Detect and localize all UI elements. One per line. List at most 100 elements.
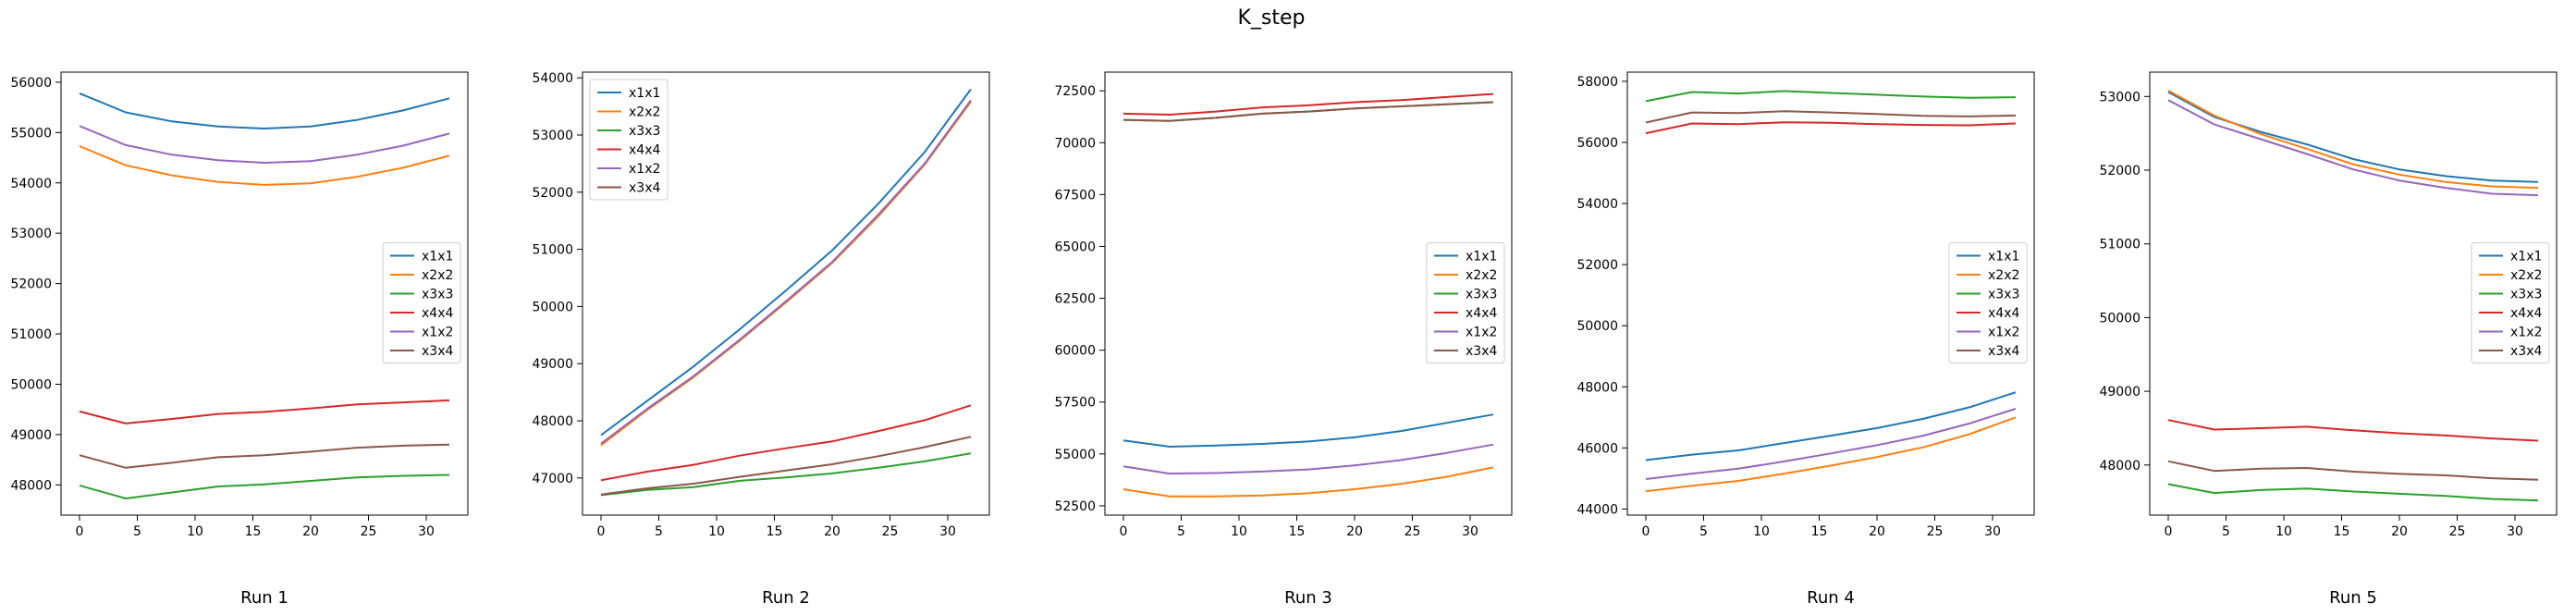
y-tick-label: 55000 [10,126,52,141]
subplot-run-3: 0 5 10 15 20 25 30 52500 55000 57500 60000 62500 650… [1054,71,1513,608]
legend-label-x4x4: x4x4 [1466,306,1497,321]
legend-label-x1x1: x1x1 [1988,250,2019,264]
x-tick-label: 15 [1811,524,1828,539]
x-tick-label: 30 [418,524,435,539]
y-tick-label: 52000 [10,277,52,292]
y-tick-label: 53000 [2099,90,2141,105]
legend-box [2471,242,2550,363]
legend-label-x1x1: x1x1 [1466,250,1497,264]
x-tick-label: 0 [76,524,84,539]
series-line-x2x2 [1645,416,2017,493]
series-line-x4x4 [79,399,450,424]
y-tick-label: 56000 [10,76,52,91]
x-tick-label: 0 [2165,524,2173,539]
figure-title: K_step [1237,6,1305,30]
y-tick-label: 48000 [2099,459,2141,474]
y-tick-label: 58000 [1576,75,1618,90]
y-tick-label: 52000 [1576,258,1618,273]
legend-label-x3x4: x3x4 [2510,344,2542,359]
legend-label-x1x1: x1x1 [2510,250,2542,264]
x-axis-label: Run 3 [1284,588,1332,608]
x-tick-label: 10 [1753,524,1770,539]
x-tick-label: 5 [2222,524,2230,539]
y-tick-label: 51000 [2099,238,2141,252]
x-tick-label: 0 [1120,524,1128,539]
y-tick-label: 52000 [532,186,573,201]
series-line-x1x2 [1122,443,1494,475]
subplot-run-5: 0 5 10 15 20 25 30 48000 49000 50000 51000 52000 530… [2099,71,2558,608]
x-tick-label: 10 [187,524,203,539]
series-line-x3x4 [1645,110,2017,124]
series-line-x2x2 [79,145,450,186]
y-tick-label: 65000 [1054,240,1096,254]
y-tick-label: 53000 [532,129,573,143]
legend-label-x3x3: x3x3 [422,288,453,302]
x-tick-label: 20 [2391,524,2408,539]
y-tick-label: 57500 [1054,396,1096,411]
legend-label-x4x4: x4x4 [629,143,660,158]
x-tick-label: 20 [302,524,319,539]
y-tick-label: 56000 [1576,136,1618,151]
legend-label-x1x2: x1x2 [422,326,453,340]
legend-label-x3x4: x3x4 [1466,344,1497,359]
y-tick-label: 54000 [10,177,52,191]
series-line-x3x4 [79,443,450,469]
x-tick-label: 30 [1984,524,2001,539]
x-axis-label: Run 2 [762,588,810,608]
series-line-x3x3 [79,474,450,499]
y-tick-label: 52500 [1054,499,1096,514]
series-line-x1x2 [79,125,450,164]
series-line-x3x3 [600,452,972,497]
y-tick-label: 67500 [1054,188,1096,203]
x-tick-label: 30 [1462,524,1478,539]
y-tick-label: 48000 [1576,380,1618,395]
series-line-x4x4 [600,404,972,482]
series-line-x4x4 [1122,92,1494,116]
y-tick-label: 60000 [1054,344,1096,359]
legend-label-x1x2: x1x2 [629,162,660,177]
axes-frame [60,71,469,516]
x-tick-label: 25 [1927,524,1944,539]
series-line-x3x3 [2167,483,2539,502]
legend-box [1426,242,1505,363]
x-axis-label: Run 1 [240,588,288,608]
x-tick-label: 10 [1231,524,1247,539]
axes-frame [2149,71,2558,516]
x-tick-label: 25 [2449,524,2466,539]
x-tick-label: 10 [708,524,725,539]
legend-label-x2x2: x2x2 [1466,268,1497,283]
legend-label-x2x2: x2x2 [1988,268,2019,283]
series-line-x3x4 [2167,460,2539,481]
series-line-x3x4 [1122,101,1494,122]
x-tick-label: 25 [1405,524,1421,539]
x-tick-label: 25 [882,524,899,539]
legend-label-x2x2: x2x2 [2510,268,2542,283]
subplot-run-4: 0 5 10 15 20 25 30 44000 46000 48000 50000 52000 540… [1576,71,2035,608]
legend-label-x4x4: x4x4 [422,306,453,321]
x-tick-label: 15 [767,524,783,539]
y-tick-label: 48000 [10,478,52,493]
legend-label-x3x4: x3x4 [629,181,660,196]
y-tick-label: 51000 [532,243,573,258]
x-tick-label: 20 [1869,524,1885,539]
y-tick-label: 54000 [1576,197,1618,212]
legend-label-x1x1: x1x1 [422,250,453,264]
series-line-x2x2 [2167,90,2539,190]
x-tick-label: 30 [939,524,956,539]
x-tick-label: 10 [2275,524,2292,539]
legend: x1x1 x2x2 x3x3 x4x4 x1x2 x3x4 [1948,242,2028,363]
x-tick-label: 25 [361,524,377,539]
axes-frame [1626,71,2035,516]
y-tick-label: 48000 [532,414,573,429]
legend-label-x3x4: x3x4 [1988,344,2019,359]
series-line-x1x2 [600,99,972,445]
legend: x1x1 x2x2 x3x3 x4x4 x1x2 x3x4 [382,242,461,363]
legend-box [589,79,669,201]
legend-label-x1x2: x1x2 [2510,326,2542,340]
y-tick-label: 50000 [10,377,52,392]
y-tick-label: 49000 [532,357,573,372]
y-tick-label: 55000 [1054,448,1096,462]
x-tick-label: 30 [2507,524,2523,539]
series-line-x3x4 [600,436,972,496]
y-tick-label: 62500 [1054,292,1096,307]
